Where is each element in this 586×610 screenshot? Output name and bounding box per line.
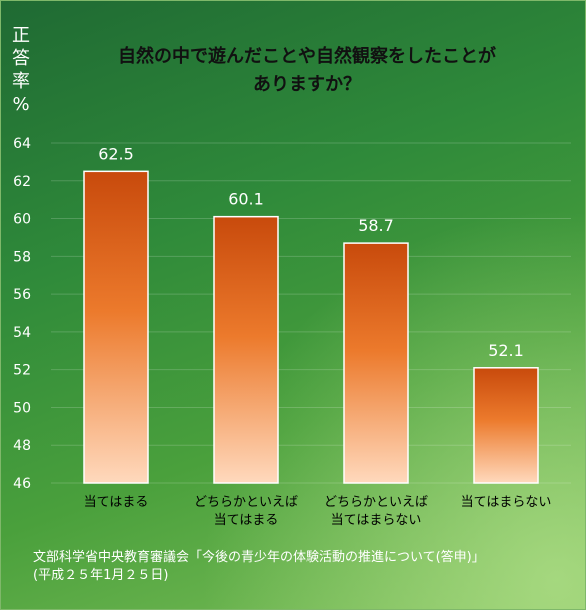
y-tick-label: 60: [13, 212, 31, 228]
chart-title-line: 自然の中で遊んだことや自然観察をしたことが: [118, 45, 496, 67]
y-tick-label: 56: [13, 287, 31, 303]
data-label: 58.7: [358, 216, 394, 235]
source-note: 文部科学省中央教育審議会「今後の青少年の体験活動の推進について(答申)」 (平成…: [33, 549, 573, 585]
category-label: どちらかといえば: [324, 495, 428, 510]
y-tick-label: 62: [13, 174, 31, 190]
y-tick-label: 54: [13, 325, 31, 341]
bar: [83, 170, 149, 484]
category-label: 当てはまらない: [461, 495, 552, 510]
y-axis-label-char: 答: [12, 48, 30, 69]
category-label: 当てはまらない: [331, 513, 422, 528]
y-tick-label: 64: [13, 136, 31, 152]
category-label: 当てはまる: [84, 495, 149, 510]
bar: [343, 242, 409, 484]
chart-title-line: ありますか？: [253, 74, 361, 95]
y-axis-label: 正答率%: [12, 25, 30, 115]
bars: [83, 170, 539, 484]
y-tick-label: 52: [13, 363, 31, 379]
y-tick-label: 48: [13, 438, 31, 454]
category-label: 当てはまる: [214, 513, 279, 528]
bar: [213, 215, 279, 484]
data-label: 52.1: [488, 341, 524, 360]
y-tick-label: 58: [13, 249, 31, 265]
y-axis-label-char: 率: [12, 71, 30, 92]
data-label: 62.5: [98, 144, 134, 163]
source-line-1: 文部科学省中央教育審議会「今後の青少年の体験活動の推進について(答申)」: [33, 550, 485, 565]
y-tick-label: 46: [13, 476, 31, 492]
bar: [473, 367, 539, 484]
category-label: どちらかといえば: [194, 495, 298, 510]
y-axis-label-char: %: [12, 94, 29, 115]
y-tick-label: 50: [13, 400, 31, 416]
data-label: 60.1: [228, 190, 264, 209]
y-axis-ticks: 46 48 50 52 54 56 58 60 62 64: [13, 136, 31, 492]
data-labels: 62.5 60.1 58.7 52.1: [98, 144, 524, 359]
y-axis-label-char: 正: [12, 25, 30, 46]
source-line-2: (平成２５年1月２５日): [33, 568, 169, 583]
